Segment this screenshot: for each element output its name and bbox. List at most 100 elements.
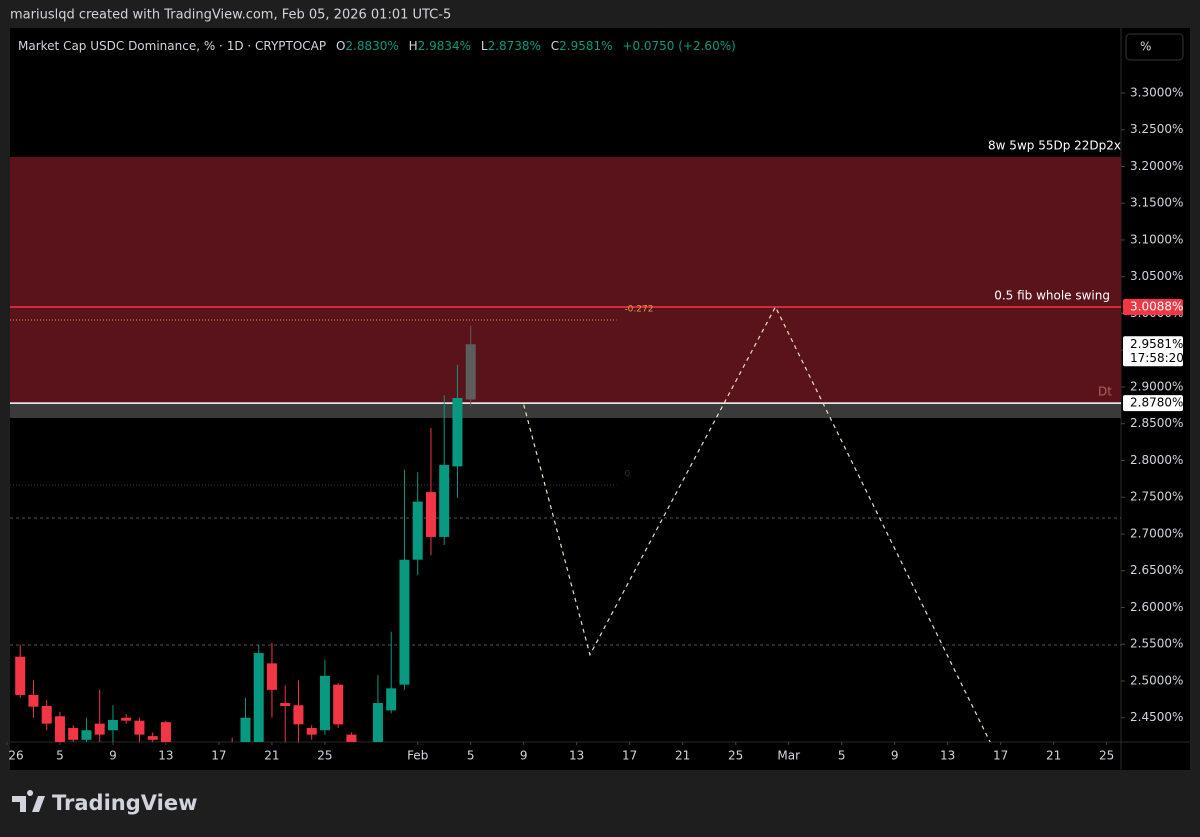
x-tick-label: 21	[675, 749, 690, 763]
candle-body	[54, 716, 65, 742]
x-tick-label: 26	[8, 749, 23, 763]
x-tick-label: 9	[520, 749, 528, 763]
x-tick-label: 17	[993, 749, 1008, 763]
h-key: H	[409, 39, 418, 53]
x-tick-label: 9	[109, 749, 117, 763]
price-label: 2.9581%	[1130, 337, 1183, 351]
caption: mariuslqd created with TradingView.com, …	[10, 8, 451, 23]
y-tick-label: 2.4500%	[1130, 710, 1183, 724]
x-tick-label: 5	[56, 749, 64, 763]
h-value: 2.9834%	[418, 39, 471, 53]
x-tick-label: 9	[891, 749, 899, 763]
x-tick-label: 21	[1046, 749, 1061, 763]
legend: Market Cap USDC Dominance, % · 1D · CRYP…	[18, 39, 736, 53]
scale-button[interactable]	[1125, 33, 1184, 61]
l-value: 2.8738%	[488, 39, 541, 53]
x-tick-label: 13	[569, 749, 584, 763]
countdown: 17:58:20	[1130, 351, 1184, 365]
y-tick-label: 3.1000%	[1130, 232, 1183, 246]
candle-body	[94, 723, 105, 735]
x-tick-label: Mar	[777, 749, 800, 763]
y-tick-label: 2.6000%	[1130, 600, 1183, 614]
dt-label: Dt	[1098, 385, 1112, 399]
candle-body	[107, 719, 118, 731]
plot-layer: -0.272 0	[10, 156, 1121, 742]
price-label-box	[1123, 299, 1183, 316]
candle-body	[28, 694, 39, 707]
x-tick-label: 25	[317, 749, 332, 763]
zone-label: 8w 5wp 55Dp 22Dp2x	[988, 139, 1121, 153]
y-tick-label: 3.2000%	[1130, 159, 1183, 173]
y-tick-label: 2.9000%	[1130, 379, 1183, 393]
fib-level-label: -0.272	[624, 304, 653, 314]
candle-body	[465, 344, 476, 400]
zone	[10, 156, 1121, 404]
candle-body	[306, 728, 317, 735]
scale-label[interactable]: %	[1140, 40, 1151, 54]
x-tick-label: 25	[1099, 749, 1114, 763]
y-tick-label: 2.5000%	[1130, 673, 1183, 687]
fib-level-label: 0	[624, 469, 630, 479]
overlay: 3.3000% 3.2500% 3.2000% 3.1500% 3.1000% 3.050…	[6, 85, 1184, 763]
candle-body	[15, 656, 26, 695]
candle-body	[439, 464, 450, 537]
candle-body	[240, 717, 251, 742]
y-tick-label: 2.7000%	[1130, 526, 1183, 540]
y-tick-label: 2.6500%	[1130, 563, 1183, 577]
o-value: 2.8830%	[345, 39, 398, 53]
y-tick-label: 3.3000%	[1130, 85, 1183, 99]
y-tick-label: 3.0500%	[1130, 269, 1183, 283]
projection-path	[523, 305, 991, 742]
candle-body	[293, 705, 304, 725]
candle-body	[412, 501, 423, 560]
candle-body	[425, 492, 436, 537]
candle-body	[346, 734, 357, 742]
x-tick-label: 13	[158, 749, 173, 763]
l-key: L	[481, 39, 488, 53]
y-tick-label: 3.1500%	[1130, 196, 1183, 210]
logo-icon	[12, 790, 45, 812]
x-tick-label: 21	[264, 749, 279, 763]
x-tick-label: 17	[622, 749, 637, 763]
candle-body	[41, 705, 52, 724]
candle-body	[452, 398, 463, 467]
logo-text: TradingView	[52, 791, 197, 815]
x-tick-label: 17	[211, 749, 226, 763]
candle-body	[280, 703, 291, 706]
candle-body	[68, 728, 79, 740]
y-tick-label: 2.5500%	[1130, 637, 1183, 651]
x-tick-label: Feb	[407, 749, 428, 763]
c-key: C	[551, 39, 559, 53]
candle-body	[147, 736, 158, 740]
candle-body	[253, 653, 264, 742]
y-tick-label: 3.2500%	[1130, 122, 1183, 136]
x-tick-label: 5	[838, 749, 846, 763]
fib-label: 0.5 fib whole swing	[994, 289, 1110, 303]
price-label: 3.0088%	[1130, 300, 1183, 314]
candle-body	[372, 703, 383, 742]
candle-body	[121, 717, 132, 721]
price-label: 2.8780%	[1130, 396, 1183, 410]
candle-body	[81, 730, 92, 740]
symbol: Market Cap USDC Dominance, % · 1D · CRYP…	[18, 39, 326, 53]
candle-body	[319, 675, 330, 731]
y-tick-label: 2.8000%	[1130, 453, 1183, 467]
candle-body	[134, 720, 145, 735]
candle-body	[160, 722, 171, 742]
logo: TradingView	[12, 790, 197, 815]
candle-body	[399, 559, 410, 685]
y-tick-label: 2.7500%	[1130, 490, 1183, 504]
candle-body	[333, 684, 344, 725]
x-tick-label: 5	[467, 749, 475, 763]
x-tick-label: 13	[940, 749, 955, 763]
candle-body	[266, 663, 277, 690]
candle-body	[386, 688, 397, 711]
price-label-box	[1123, 336, 1183, 367]
y-tick-label: 2.8500%	[1130, 416, 1183, 430]
price-label-box	[1123, 395, 1183, 412]
zone	[10, 403, 1121, 419]
o-key: O	[336, 39, 345, 53]
x-tick-label: 25	[728, 749, 743, 763]
